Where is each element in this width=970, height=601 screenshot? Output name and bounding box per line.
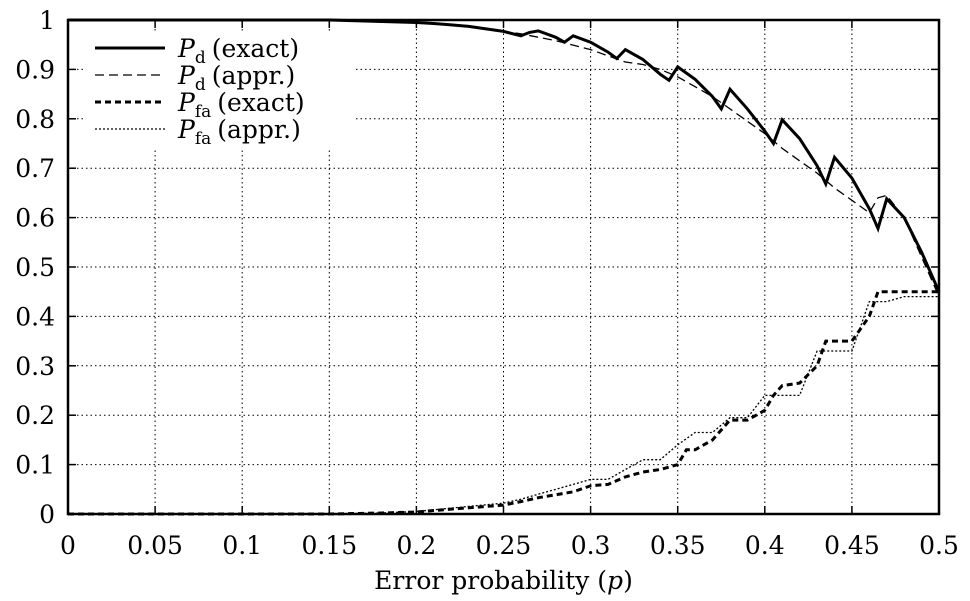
legend-label-2: Pfa (exact) — [177, 88, 305, 122]
y-tick-label: 0.8 — [15, 105, 55, 134]
y-tick-label: 0.2 — [15, 401, 55, 430]
y-tick-label: 0.1 — [15, 451, 55, 480]
x-tick-label: 0.4 — [745, 531, 785, 560]
legend: Pd (exact)Pd (appr.)Pfa (exact)Pfa (appr.) — [86, 32, 354, 150]
axis-ticks — [67, 19, 940, 515]
legend-label-0: Pd (exact) — [177, 34, 299, 68]
x-tick-label: 0.1 — [222, 531, 262, 560]
x-axis-title-var: p — [607, 566, 623, 595]
x-axis-title: Error probability (p) — [374, 566, 633, 595]
y-tick-label: 0.9 — [15, 55, 55, 84]
y-tick-label: 0 — [39, 500, 55, 529]
series-line-1 — [68, 19, 940, 297]
y-tick-label: 0.4 — [15, 302, 55, 331]
y-tick-label: 0.5 — [15, 253, 55, 282]
y-tick-label: 0.6 — [15, 204, 55, 233]
x-axis-title-suffix: ) — [623, 566, 633, 595]
x-tick-label: 0.45 — [824, 531, 880, 560]
series-line-2 — [68, 290, 939, 516]
legend-background — [86, 32, 354, 150]
y-tick-labels: 0 0.1 0.2 0.3 0.4 0.5 0.6 0.7 0.8 0.9 1 — [15, 6, 55, 529]
legend-label-1: Pd (appr.) — [177, 61, 295, 95]
x-tick-label: 0 — [60, 531, 76, 560]
series-layer — [68, 18, 941, 516]
y-tick-label: 0.7 — [15, 154, 55, 183]
x-tick-label: 0.5 — [919, 531, 959, 560]
x-tick-label: 0.25 — [476, 531, 532, 560]
series-line-3 — [68, 295, 939, 515]
x-tick-label: 0.05 — [127, 531, 183, 560]
x-axis-title-prefix: Error probability ( — [374, 566, 607, 595]
x-tick-label: 0.3 — [571, 531, 611, 560]
y-tick-label: 1 — [39, 6, 55, 35]
x-tick-label: 0.2 — [397, 531, 437, 560]
x-tick-labels: 0 0.05 0.1 0.15 0.2 0.25 0.3 0.35 0.4 0.45 0.5 — [60, 531, 959, 560]
x-tick-label: 0.15 — [301, 531, 357, 560]
legend-label-3: Pfa (appr.) — [177, 115, 301, 149]
x-tick-label: 0.35 — [650, 531, 706, 560]
y-tick-label: 0.3 — [15, 352, 55, 381]
